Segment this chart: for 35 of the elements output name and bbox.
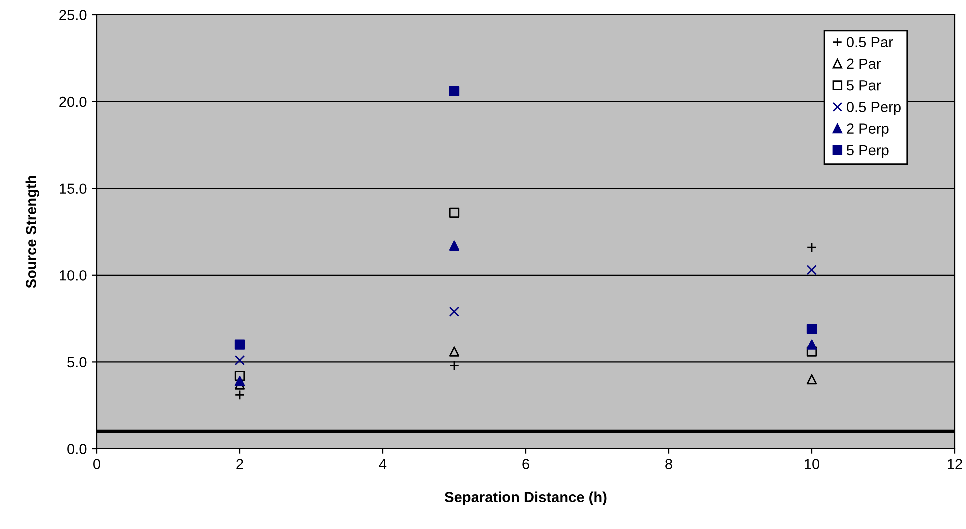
y-axis-title: Source Strength	[26, 176, 40, 288]
x-tick-label: 0	[94, 459, 100, 470]
x-tick-label: 4	[379, 459, 387, 470]
legend-label: 0.5 Perp	[846, 102, 901, 116]
y-tick-label: 5.0	[68, 357, 87, 368]
point	[449, 346, 460, 357]
x-tick-label: 12	[948, 459, 962, 470]
point	[806, 340, 818, 350]
y-tick-label: 0.0	[68, 444, 87, 454]
point	[806, 324, 818, 334]
point	[449, 306, 460, 317]
point	[449, 240, 460, 251]
x-tick-label: 6	[522, 459, 530, 470]
x-tick-label: 8	[666, 459, 672, 470]
legend-label: 5 Perp	[847, 145, 889, 158]
y-tick-label: 25.0	[60, 10, 87, 20]
point	[234, 376, 246, 386]
legend-label: 2 Perp	[847, 124, 889, 137]
point	[806, 346, 818, 357]
x-tick-label: 10	[805, 459, 820, 470]
point	[449, 86, 460, 96]
legend-label: 5 Par	[847, 80, 882, 91]
point	[449, 208, 460, 218]
point	[234, 340, 246, 350]
legend-label: 2 Par	[847, 58, 882, 70]
y-tick-label: 15.0	[60, 184, 87, 194]
point	[234, 371, 246, 382]
point	[806, 265, 818, 276]
x-tick-label: 2	[236, 459, 244, 470]
point	[234, 355, 246, 366]
point	[806, 374, 818, 385]
legend-label: 0.5 Par	[846, 37, 894, 48]
x-axis-title: Separation Distance (h)	[444, 492, 607, 506]
y-tick-label: 20.0	[60, 96, 87, 108]
y-tick-label: 10.0	[60, 270, 87, 281]
